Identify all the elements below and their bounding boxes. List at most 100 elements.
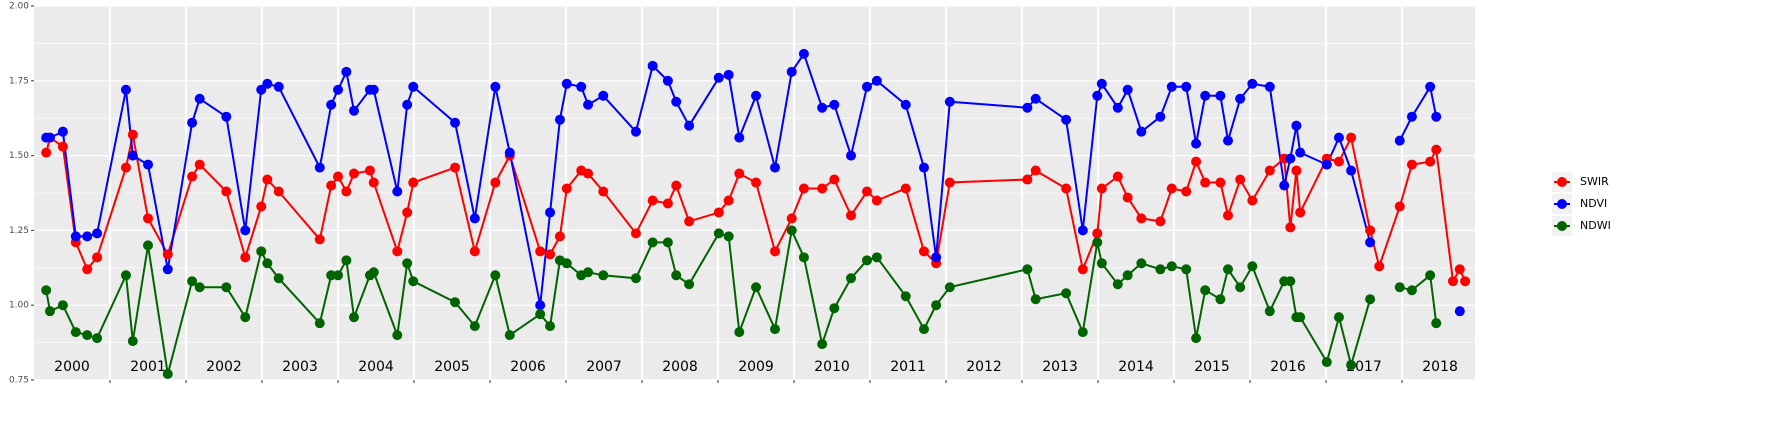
data-point [1321, 357, 1332, 368]
data-point [256, 201, 267, 212]
data-point [450, 117, 461, 128]
data-point [120, 84, 131, 95]
data-point [944, 96, 955, 107]
year-label: 2009 [738, 359, 774, 375]
data-point [770, 162, 781, 173]
data-point [1215, 90, 1226, 101]
data-point [723, 231, 734, 242]
data-point [273, 273, 284, 284]
data-point [127, 150, 138, 161]
data-point [723, 69, 734, 80]
data-point [408, 276, 419, 287]
data-point [70, 231, 81, 242]
data-point [662, 237, 673, 248]
data-point [1431, 318, 1442, 329]
data-point [1425, 81, 1436, 92]
data-point [1333, 312, 1344, 323]
legend-key-point [1557, 177, 1567, 187]
data-point [861, 255, 872, 266]
data-point [1022, 102, 1033, 113]
data-point [583, 267, 594, 278]
data-point [392, 330, 403, 341]
data-point [1374, 261, 1385, 272]
data-point [392, 186, 403, 197]
data-point [751, 90, 762, 101]
legend-label: NDWI [1580, 219, 1611, 232]
data-point [561, 183, 572, 194]
data-point [829, 174, 840, 185]
year-label: 2007 [586, 359, 622, 375]
data-point [1215, 294, 1226, 305]
data-point [1200, 285, 1211, 296]
data-point [1030, 93, 1041, 104]
data-point [368, 267, 379, 278]
data-point [1235, 93, 1246, 104]
data-point [314, 162, 325, 173]
year-label: 2015 [1194, 359, 1230, 375]
data-point [713, 72, 724, 83]
data-point [187, 276, 198, 287]
data-point [326, 270, 337, 281]
data-point [1295, 147, 1306, 158]
data-point [1092, 90, 1103, 101]
year-label: 2018 [1422, 359, 1458, 375]
data-point [127, 336, 138, 347]
data-point [1406, 159, 1417, 170]
data-point [1285, 153, 1296, 164]
data-point [92, 252, 103, 263]
data-point [1365, 225, 1376, 236]
data-point [1030, 165, 1041, 176]
data-point [1077, 327, 1088, 338]
data-point [368, 84, 379, 95]
data-point [82, 264, 93, 275]
data-point [535, 246, 546, 257]
year-label: 2012 [966, 359, 1002, 375]
data-point [402, 207, 413, 218]
year-label: 2006 [510, 359, 546, 375]
data-point [341, 255, 352, 266]
data-point [57, 300, 68, 311]
data-point [127, 129, 138, 140]
data-point [944, 177, 955, 188]
data-point [450, 162, 461, 173]
data-point [262, 174, 273, 185]
series-line [1399, 273, 1438, 324]
data-point [333, 84, 344, 95]
data-point [1365, 294, 1376, 305]
data-point [1222, 135, 1233, 146]
data-point [333, 270, 344, 281]
data-point [1425, 270, 1436, 281]
data-point [1247, 195, 1258, 206]
data-point [1235, 282, 1246, 293]
data-point [829, 99, 840, 110]
data-point [1346, 132, 1357, 143]
data-point [630, 126, 641, 137]
data-point [41, 285, 52, 296]
data-point [1285, 276, 1296, 287]
data-point [846, 273, 857, 284]
data-point [1077, 264, 1088, 275]
data-point [798, 183, 809, 194]
data-point [490, 270, 501, 281]
data-point [1155, 111, 1166, 122]
legend-key-point [1557, 199, 1567, 209]
data-point [92, 228, 103, 239]
data-point [1122, 84, 1133, 95]
data-point [1136, 213, 1147, 224]
data-point [647, 60, 658, 71]
data-point [348, 312, 359, 323]
data-point [1181, 81, 1192, 92]
data-point [82, 330, 93, 341]
year-label: 2014 [1118, 359, 1154, 375]
data-point [734, 327, 745, 338]
data-point [187, 117, 198, 128]
data-point [221, 282, 232, 293]
data-point [187, 171, 198, 182]
data-point [1030, 294, 1041, 305]
data-point [931, 252, 942, 263]
data-point [846, 210, 857, 221]
data-point [671, 270, 682, 281]
data-point [143, 240, 154, 251]
data-point [469, 246, 480, 257]
data-point [1295, 207, 1306, 218]
